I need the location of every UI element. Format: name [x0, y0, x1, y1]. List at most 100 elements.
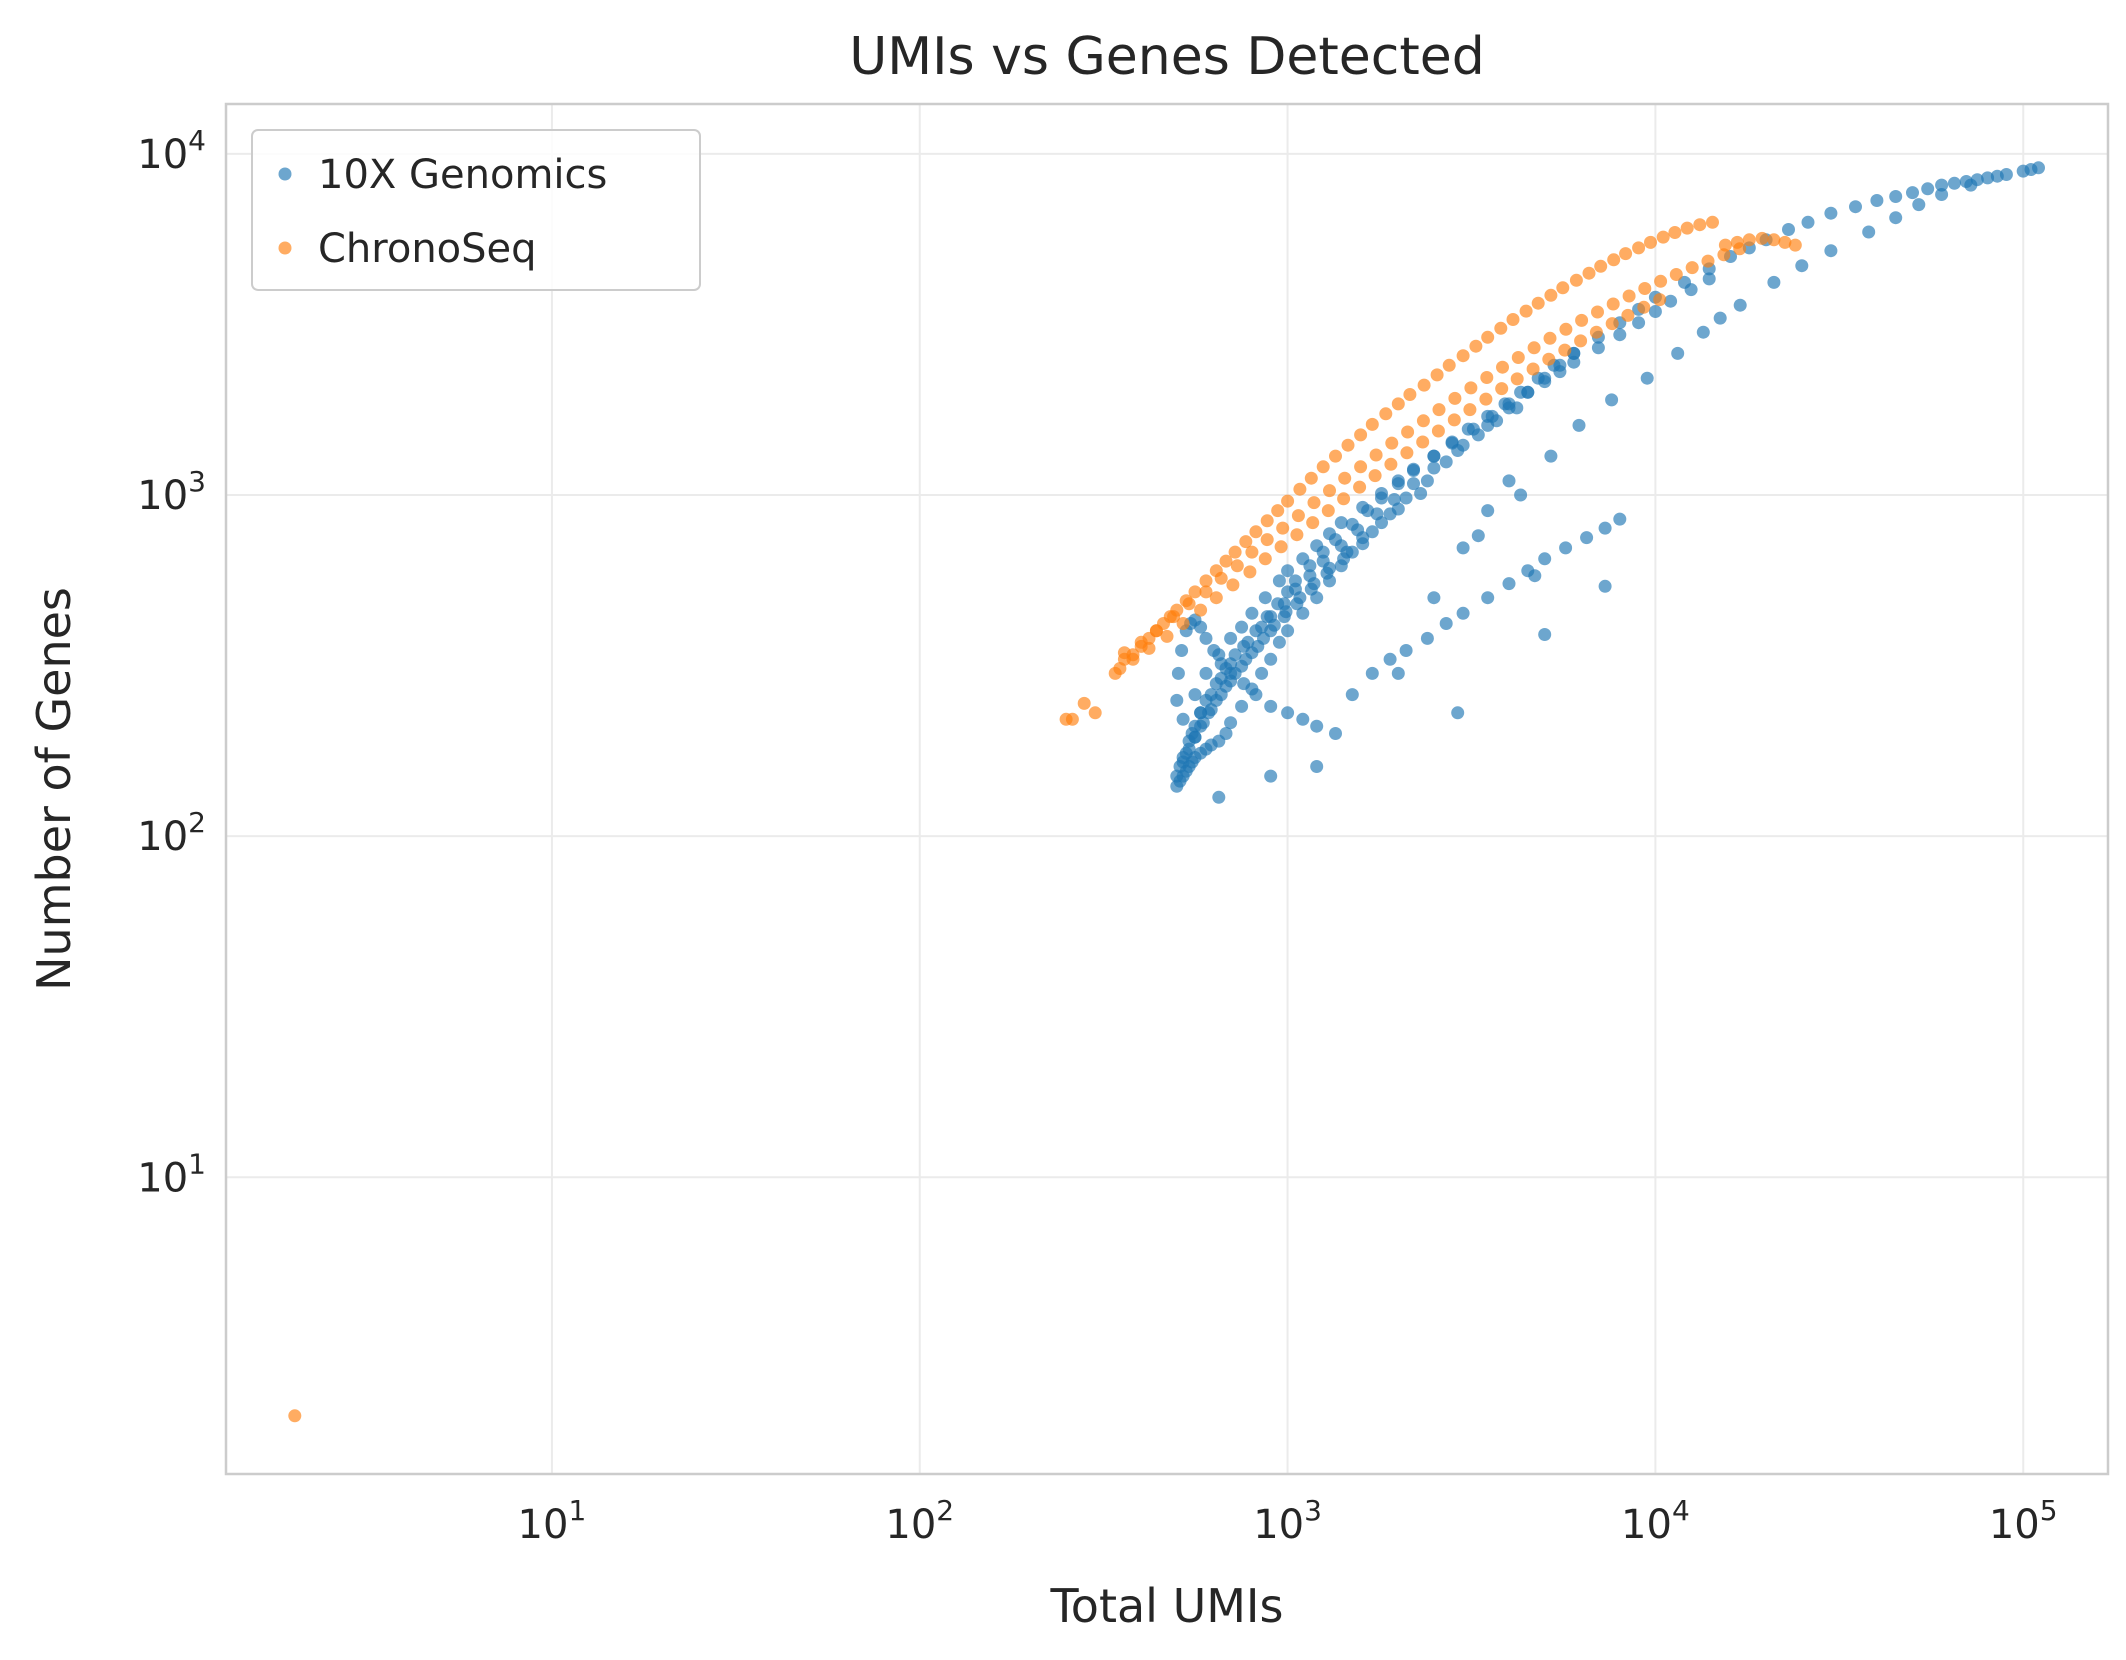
data-point — [1767, 275, 1781, 289]
data-point — [1329, 727, 1342, 740]
data-point — [1296, 606, 1310, 620]
data-point — [1755, 231, 1769, 245]
data-point — [1199, 666, 1213, 680]
data-point — [1368, 469, 1382, 483]
data-point — [1653, 293, 1667, 307]
data-point — [1526, 362, 1540, 376]
data-point — [1451, 706, 1465, 720]
data-point — [1365, 666, 1379, 680]
data-point — [1182, 742, 1196, 756]
data-point — [1243, 565, 1257, 579]
data-point — [1572, 418, 1586, 432]
x-tick-exponent: 3 — [1304, 1494, 1322, 1527]
data-point — [1481, 330, 1495, 344]
data-point — [1801, 215, 1815, 229]
data-point — [1224, 716, 1238, 730]
data-point — [1696, 325, 1710, 339]
data-point — [1401, 425, 1415, 439]
data-point — [1241, 635, 1255, 649]
data-point — [1414, 487, 1428, 500]
data-point — [1664, 294, 1678, 308]
data-point — [1264, 624, 1278, 638]
data-point — [1494, 321, 1508, 335]
data-point — [1481, 504, 1495, 518]
data-point — [1685, 261, 1699, 275]
y-tick-label: 101 — [137, 1147, 206, 1201]
data-point — [1544, 449, 1558, 463]
data-point — [1391, 502, 1405, 516]
data-point — [1334, 516, 1348, 530]
data-point — [1126, 652, 1140, 666]
data-point — [2032, 161, 2045, 175]
data-point — [1188, 585, 1202, 599]
data-point — [1403, 388, 1417, 401]
x-tick-base: 10 — [518, 1502, 569, 1548]
data-point — [1706, 215, 1719, 229]
data-point — [1304, 471, 1318, 485]
data-point — [1416, 414, 1430, 428]
data-point — [1379, 407, 1393, 421]
data-point — [1304, 582, 1318, 596]
data-point — [1621, 308, 1635, 322]
data-point — [1274, 540, 1288, 554]
data-point — [1224, 666, 1238, 680]
data-point — [1272, 635, 1286, 649]
data-point — [1622, 289, 1636, 303]
legend-marker-10x — [278, 167, 292, 181]
data-point — [1605, 393, 1619, 407]
data-point — [1733, 242, 1747, 256]
data-point — [1199, 574, 1213, 588]
x-tick-label: 101 — [518, 1494, 587, 1548]
data-point — [1795, 259, 1809, 273]
data-point — [1365, 525, 1379, 539]
data-point — [1439, 617, 1453, 630]
data-point — [1680, 221, 1694, 235]
data-point — [1506, 313, 1520, 326]
data-point — [1480, 371, 1494, 384]
data-point — [1277, 610, 1291, 624]
data-point — [1391, 397, 1405, 411]
data-points — [288, 161, 2045, 1423]
data-point — [1451, 444, 1465, 457]
plot-background — [226, 104, 2108, 1474]
data-point — [1632, 316, 1646, 330]
data-point — [1290, 597, 1304, 611]
data-point — [1199, 631, 1213, 645]
data-point — [1194, 719, 1208, 733]
data-point — [1889, 211, 1903, 225]
data-point — [1219, 554, 1233, 568]
data-point — [1644, 235, 1657, 249]
data-point — [1077, 696, 1091, 710]
data-point — [1176, 755, 1190, 769]
data-point — [1245, 545, 1259, 559]
data-point — [1338, 471, 1352, 485]
data-point — [1782, 223, 1795, 236]
data-point — [1296, 712, 1310, 726]
data-point — [1356, 537, 1370, 551]
data-point — [1510, 372, 1524, 386]
data-point — [1605, 317, 1619, 331]
x-tick-exponent: 4 — [1672, 1494, 1690, 1527]
data-point — [1669, 268, 1683, 281]
chart-title: UMIs vs Genes Detected — [849, 27, 1485, 87]
legend-label-10x: 10X Genomics — [318, 152, 607, 198]
data-point — [1176, 617, 1190, 630]
data-point — [1209, 591, 1223, 605]
x-tick-exponent: 2 — [936, 1494, 954, 1527]
x-tick-base: 10 — [1621, 1502, 1672, 1548]
data-point — [1439, 455, 1453, 469]
data-point — [1824, 244, 1838, 258]
data-point — [1142, 641, 1156, 655]
data-point — [1824, 206, 1838, 220]
data-point — [1207, 644, 1221, 657]
data-point — [1375, 491, 1388, 505]
data-point — [1589, 325, 1603, 339]
data-point — [1606, 297, 1620, 311]
data-point — [1870, 194, 1884, 207]
data-point — [1542, 352, 1556, 366]
data-point — [1574, 334, 1588, 348]
data-point — [1310, 719, 1324, 733]
data-point — [1471, 428, 1485, 442]
data-point — [1717, 248, 1731, 262]
data-point — [1226, 578, 1240, 592]
